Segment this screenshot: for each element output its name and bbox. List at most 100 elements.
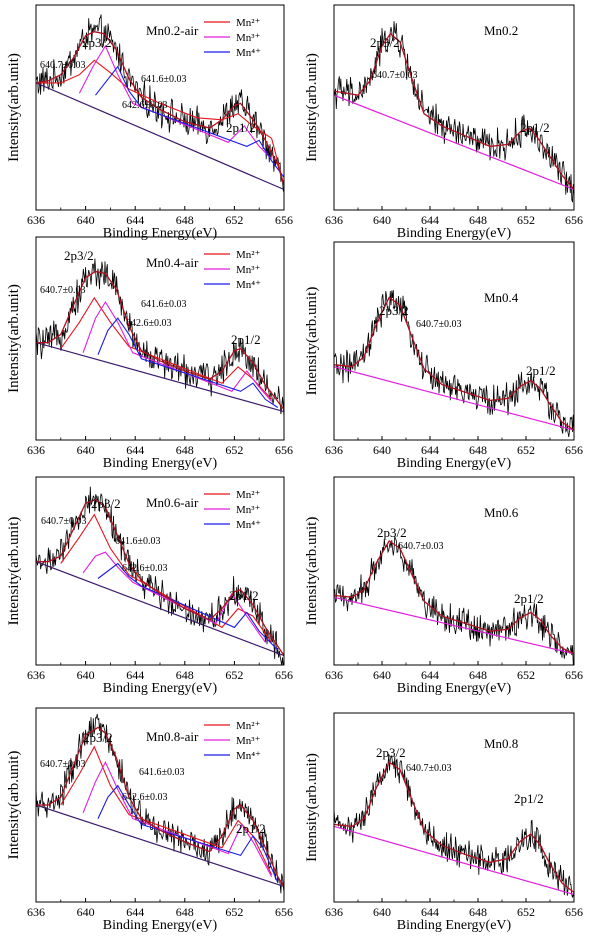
component-line	[36, 59, 284, 186]
panel-title: Mn0.6-air	[146, 495, 199, 510]
x-tick-label: 640	[373, 443, 391, 457]
x-tick-label: 648	[469, 668, 487, 682]
x-tick-label: 640	[77, 905, 95, 919]
x-tick-label: 644	[126, 668, 144, 682]
legend-label: Mn²⁺	[236, 489, 261, 501]
x-tick-label: 636	[325, 443, 343, 457]
binding-energy-annotation: 640.7±0.03	[40, 759, 86, 770]
component-line	[60, 513, 273, 643]
binding-energy-annotation: 641.6±0.03	[141, 74, 187, 85]
panel-title: Mn0.8-air	[146, 729, 199, 744]
x-tick-label: 648	[176, 213, 194, 227]
background-line	[36, 82, 284, 191]
panel-mn0.8-air: 636 640 644 648 652 656 Binding Energy(eV) Inte…	[6, 707, 293, 933]
binding-energy-annotation: 641.6±0.03	[139, 767, 185, 778]
y-axis-label: Intensity(arb.unit)	[6, 284, 22, 393]
panel-title: Mn0.8	[484, 736, 518, 751]
legend-label: Mn²⁺	[236, 720, 261, 732]
legend-label: Mn²⁺	[236, 17, 261, 29]
peak-label: 2p1/2	[514, 591, 544, 606]
legend-label: Mn⁴⁺	[236, 279, 261, 291]
x-tick-label: 652	[225, 905, 243, 919]
background-line	[36, 804, 284, 888]
x-axis-label: Binding Energy(eV)	[103, 681, 218, 696]
legend-label: Mn³⁺	[236, 264, 261, 276]
x-axis-label: Binding Energy(eV)	[397, 456, 512, 471]
binding-energy-annotation: 641.6±0.03	[141, 299, 187, 310]
background-line	[36, 561, 284, 657]
panel-mn0.8: 636 640 644 648 652 656 Binding Energy(eV) Inte…	[304, 712, 583, 933]
x-axis-label: Binding Energy(eV)	[103, 226, 218, 241]
panel-title: Mn0.4-air	[146, 255, 199, 270]
peak-label: 2p1/2	[231, 332, 261, 347]
binding-energy-annotation: 642.6±0.03	[122, 100, 168, 111]
component-line	[95, 65, 284, 178]
x-tick-label: 652	[517, 668, 535, 682]
legend-label: Mn³⁺	[236, 504, 261, 516]
envelope-fit-line	[36, 270, 284, 410]
x-tick-label: 644	[126, 213, 144, 227]
background-line	[36, 341, 284, 413]
x-tick-label: 636	[325, 213, 343, 227]
raw-spectrum-line	[36, 714, 284, 894]
x-tick-label: 648	[469, 443, 487, 457]
y-axis-label: Intensity(arb.unit)	[304, 753, 320, 862]
x-tick-label: 648	[176, 905, 194, 919]
background-line	[334, 825, 574, 896]
binding-energy-annotation: 640.7±0.03	[416, 319, 462, 330]
x-tick-label: 656	[275, 213, 293, 227]
binding-energy-annotation: 640.7±0.03	[40, 285, 86, 296]
legend-label: Mn³⁺	[236, 32, 261, 44]
panel-title: Mn0.4	[484, 290, 519, 305]
panel-title: Mn0.6	[484, 505, 519, 520]
binding-energy-annotation: 642.6±0.03	[122, 563, 168, 574]
y-axis-label: Intensity(arb.unit)	[304, 53, 320, 162]
component-line	[82, 551, 266, 643]
raw-spectrum-line	[36, 258, 284, 417]
plot-area	[334, 289, 574, 438]
component-line	[97, 784, 279, 883]
component-line	[97, 562, 279, 651]
binding-energy-annotation: 641.6±0.03	[115, 536, 161, 547]
legend-label: Mn⁴⁺	[236, 519, 261, 531]
component-line	[82, 761, 273, 878]
y-axis-label: Intensity(arb.unit)	[304, 517, 320, 626]
legend-label: Mn⁴⁺	[236, 47, 261, 59]
peak-label: 2p3/2	[82, 35, 112, 50]
peak-label: 2p1/2	[520, 120, 550, 135]
panel-title: Mn0.2-air	[146, 23, 199, 38]
binding-energy-annotation: 642.6±0.03	[126, 318, 172, 329]
x-tick-label: 656	[565, 905, 583, 919]
x-tick-label: 636	[325, 668, 343, 682]
x-tick-label: 656	[275, 668, 293, 682]
x-tick-label: 648	[469, 213, 487, 227]
x-tick-label: 656	[565, 443, 583, 457]
plot-area	[334, 536, 574, 665]
x-tick-label: 656	[565, 668, 583, 682]
peak-label: 2p1/2	[526, 363, 556, 378]
envelope-fit-line	[36, 498, 284, 656]
binding-energy-annotation: 640.7±0.03	[372, 70, 418, 81]
binding-energy-annotation: 640.7±0.03	[398, 541, 444, 552]
x-tick-label: 636	[27, 443, 45, 457]
x-tick-label: 636	[27, 905, 45, 919]
peak-label: 2p3/2	[64, 248, 94, 263]
x-tick-label: 652	[225, 668, 243, 682]
panel-mn0.2-air: 636 640 644 648 652 656 Binding Energy(eV) Inte…	[6, 4, 293, 241]
x-axis-label: Binding Energy(eV)	[397, 918, 512, 933]
legend-label: Mn⁴⁺	[236, 750, 261, 762]
component-line	[78, 44, 272, 160]
x-tick-label: 644	[421, 213, 439, 227]
y-axis-label: Intensity(arb.unit)	[304, 287, 320, 396]
x-tick-label: 640	[77, 668, 95, 682]
x-axis-label: Binding Energy(eV)	[397, 681, 512, 696]
envelope-fit-line	[36, 31, 284, 186]
binding-energy-annotation: 640.7±0.03	[40, 60, 86, 71]
x-tick-label: 648	[176, 668, 194, 682]
plot-area	[334, 21, 574, 203]
x-tick-label: 652	[517, 443, 535, 457]
x-axis-label: Binding Energy(eV)	[397, 226, 512, 241]
binding-energy-annotation: 640.7±0.03	[406, 763, 452, 774]
x-tick-label: 648	[469, 905, 487, 919]
x-tick-label: 648	[176, 443, 194, 457]
